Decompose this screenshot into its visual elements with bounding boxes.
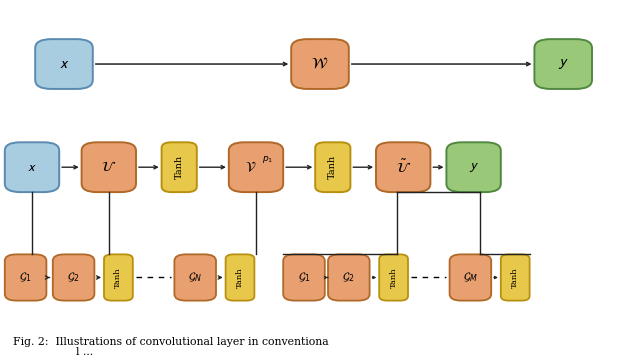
Text: $\tilde{\mathcal{U}}$: $\tilde{\mathcal{U}}$ (396, 158, 411, 176)
Text: Tanh: Tanh (390, 267, 397, 288)
Text: $\mathcal{y}$: $\mathcal{y}$ (468, 160, 479, 174)
FancyBboxPatch shape (229, 142, 284, 192)
Text: $\mathcal{G}_M$: $\mathcal{G}_M$ (463, 271, 478, 284)
FancyBboxPatch shape (380, 255, 408, 301)
Text: $\mathcal{G}_2$: $\mathcal{G}_2$ (67, 271, 80, 284)
FancyBboxPatch shape (328, 255, 370, 301)
Text: l ...: l ... (13, 347, 93, 357)
FancyBboxPatch shape (53, 255, 95, 301)
Text: $\mathcal{U}$: $\mathcal{U}$ (101, 160, 116, 174)
Text: Tanh: Tanh (236, 267, 244, 288)
FancyBboxPatch shape (161, 142, 197, 192)
Text: $\mathcal{y}$: $\mathcal{y}$ (557, 57, 569, 71)
Text: Tanh: Tanh (175, 155, 184, 179)
FancyBboxPatch shape (104, 255, 133, 301)
Text: $p_1$: $p_1$ (262, 154, 273, 165)
Text: $\mathcal{x}$: $\mathcal{x}$ (59, 57, 69, 71)
FancyBboxPatch shape (82, 142, 136, 192)
FancyBboxPatch shape (376, 142, 430, 192)
FancyBboxPatch shape (291, 39, 349, 89)
Text: $\mathcal{x}$: $\mathcal{x}$ (28, 160, 36, 174)
FancyBboxPatch shape (5, 142, 60, 192)
Text: $\mathcal{G}_N$: $\mathcal{G}_N$ (188, 271, 202, 284)
Text: $\mathcal{W}$: $\mathcal{W}$ (312, 57, 328, 72)
FancyBboxPatch shape (226, 255, 254, 301)
FancyBboxPatch shape (501, 255, 530, 301)
Text: $\mathcal{V}$: $\mathcal{V}$ (245, 160, 257, 175)
Text: Tanh: Tanh (115, 267, 122, 288)
Text: Tanh: Tanh (328, 155, 337, 179)
Text: $\mathcal{G}_2$: $\mathcal{G}_2$ (342, 271, 355, 284)
Text: Tanh: Tanh (511, 267, 519, 288)
FancyBboxPatch shape (35, 39, 93, 89)
FancyBboxPatch shape (534, 39, 592, 89)
FancyBboxPatch shape (5, 255, 47, 301)
Text: $\mathcal{G}_1$: $\mathcal{G}_1$ (298, 271, 310, 284)
FancyBboxPatch shape (450, 255, 492, 301)
FancyBboxPatch shape (315, 142, 351, 192)
FancyBboxPatch shape (174, 255, 216, 301)
FancyBboxPatch shape (447, 142, 500, 192)
Text: Fig. 2:  Illustrations of convolutional layer in conventiona: Fig. 2: Illustrations of convolutional l… (13, 337, 328, 347)
Text: $\mathcal{G}_1$: $\mathcal{G}_1$ (19, 271, 32, 284)
FancyBboxPatch shape (283, 255, 325, 301)
